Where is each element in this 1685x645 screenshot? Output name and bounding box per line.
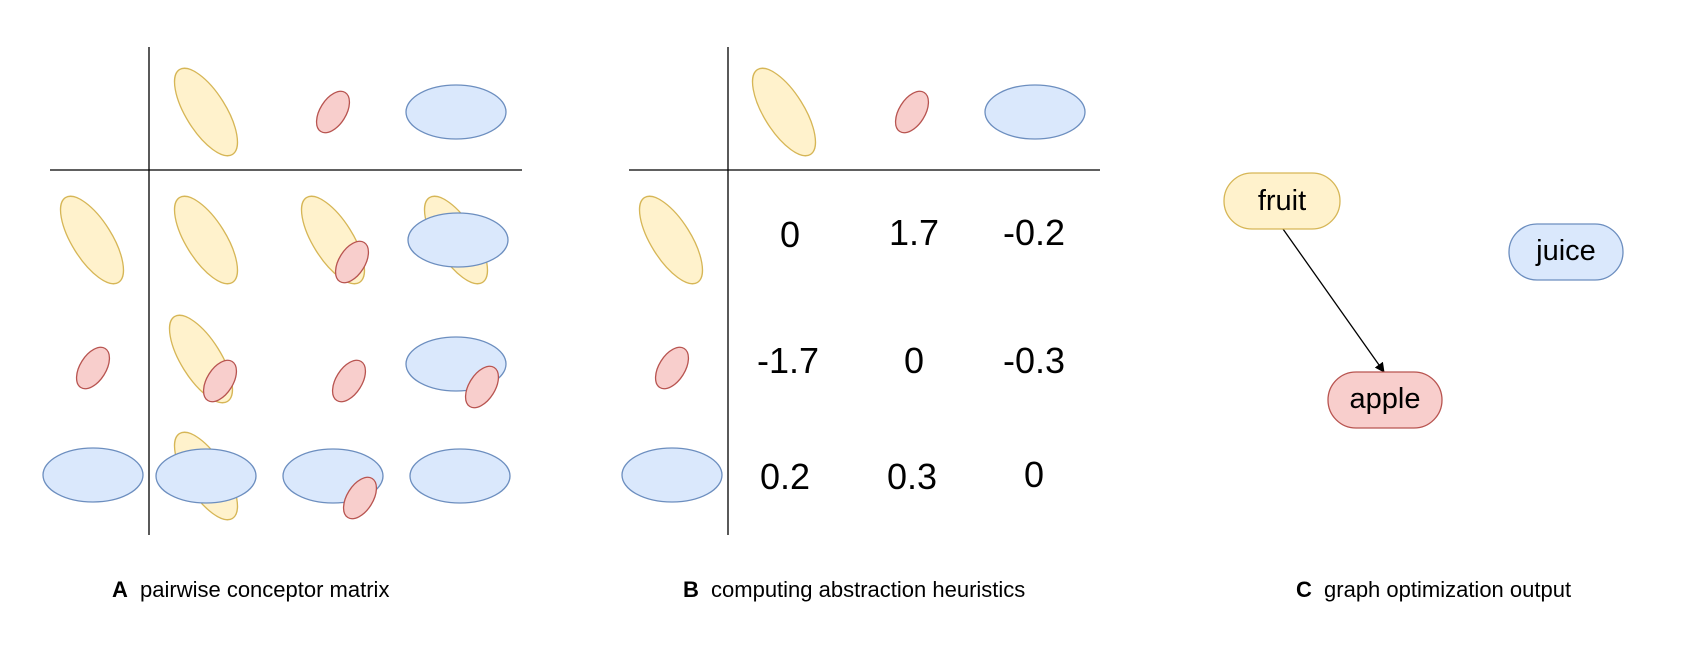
matrix-cell-2-2: 0 xyxy=(904,340,924,381)
matrix-cell-1-1: 0 xyxy=(780,214,800,255)
panel-c: fruit juice apple C graph optimization o… xyxy=(1223,172,1624,602)
panel-a-col-header-yellow-ellipse xyxy=(161,58,251,166)
panel-a-letter: A xyxy=(112,577,128,602)
panel-a-cell-blue-red xyxy=(282,448,384,526)
panel-b-matrix: 0 1.7 -0.2 -1.7 0 -0.3 0.2 0.3 0 xyxy=(757,212,1065,497)
panel-a: A pairwise conceptor matrix xyxy=(42,47,522,602)
panel-a-col-header-red-ellipse xyxy=(309,84,357,140)
panel-a-col-header-blue-ellipse xyxy=(405,84,507,140)
panel-c-caption: C graph optimization output xyxy=(1296,577,1571,602)
panel-b: 0 1.7 -0.2 -1.7 0 -0.3 0.2 0.3 0 B compu… xyxy=(621,47,1100,602)
panel-a-cell-red-blue xyxy=(405,336,507,415)
matrix-cell-1-2: 1.7 xyxy=(889,212,939,253)
node-juice-label: juice xyxy=(1535,235,1596,267)
node-apple: apple xyxy=(1327,371,1443,429)
node-apple-label: apple xyxy=(1350,383,1421,415)
panel-a-caption: A pairwise conceptor matrix xyxy=(112,577,389,602)
panel-a-row-header-red-ellipse xyxy=(69,340,117,396)
panel-a-cell-yellow-yellow xyxy=(161,186,251,294)
panel-a-cell-blue-blue xyxy=(409,448,511,504)
edge-fruit-to-apple xyxy=(1282,228,1385,373)
panel-b-col-header-red-ellipse xyxy=(888,84,936,140)
panel-b-col-header-yellow-ellipse xyxy=(739,58,829,166)
panel-a-cell-red-red xyxy=(325,353,373,409)
panel-a-cell-red-yellow xyxy=(156,305,246,413)
node-fruit-label: fruit xyxy=(1258,185,1306,217)
matrix-cell-2-1: -1.7 xyxy=(757,340,819,381)
panel-b-caption-text: computing abstraction heuristics xyxy=(711,577,1025,602)
panel-b-row-header-yellow-ellipse xyxy=(626,186,716,294)
panel-b-caption: B computing abstraction heuristics xyxy=(683,577,1025,602)
panel-b-row-header-red-ellipse xyxy=(648,340,696,396)
panel-a-row-header-yellow-ellipse xyxy=(47,186,137,294)
panel-c-caption-text: graph optimization output xyxy=(1324,577,1571,602)
matrix-cell-3-2: 0.3 xyxy=(887,456,937,497)
panel-b-row-header-blue-ellipse xyxy=(621,447,723,503)
panel-b-letter: B xyxy=(683,577,699,602)
matrix-cell-3-3: 0 xyxy=(1024,454,1044,495)
node-fruit: fruit xyxy=(1223,172,1341,230)
node-juice: juice xyxy=(1508,223,1624,281)
panel-a-cell-yellow-blue xyxy=(407,186,509,294)
panel-a-cell-yellow-red xyxy=(288,186,378,294)
panel-b-col-header-blue-ellipse xyxy=(984,84,1086,140)
panel-a-caption-text: pairwise conceptor matrix xyxy=(140,577,389,602)
matrix-cell-2-3: -0.3 xyxy=(1003,340,1065,381)
matrix-cell-1-3: -0.2 xyxy=(1003,212,1065,253)
panel-c-letter: C xyxy=(1296,577,1312,602)
panel-a-row-header-blue-ellipse xyxy=(42,447,144,503)
matrix-cell-3-1: 0.2 xyxy=(760,456,810,497)
panel-a-cell-blue-yellow xyxy=(155,422,257,530)
